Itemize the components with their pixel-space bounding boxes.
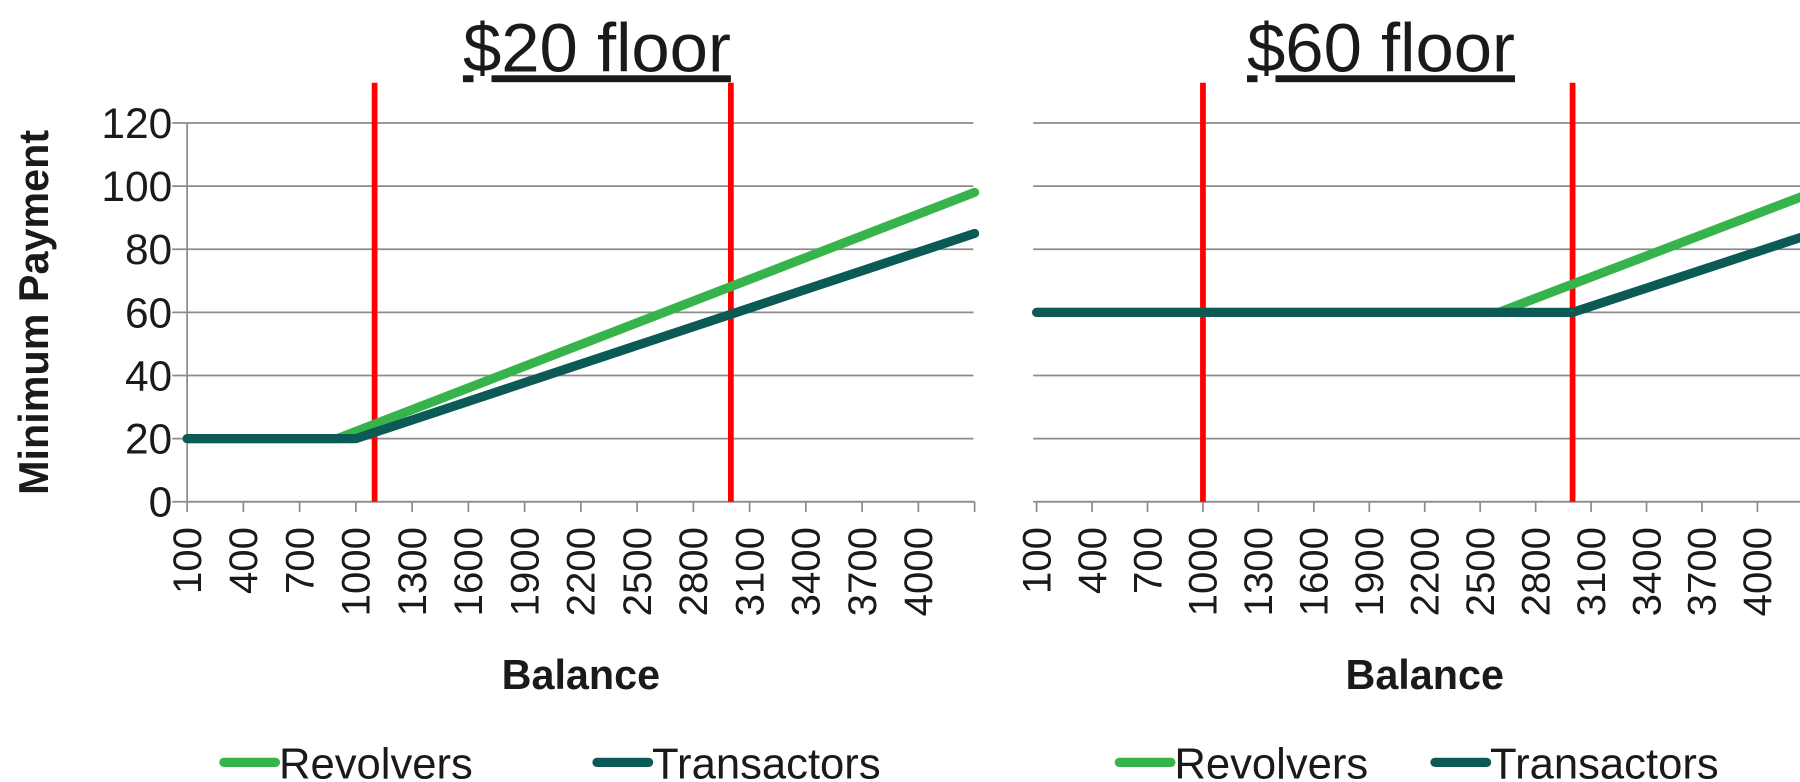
x-tick-label: 400: [1070, 527, 1115, 594]
x-tick-label: 1000: [1181, 527, 1226, 616]
x-tick-label: 4000: [1735, 527, 1780, 616]
y-tick-label: 80: [125, 226, 172, 273]
y-tick-label: 40: [125, 352, 172, 399]
x-tick-label: 2800: [1513, 527, 1558, 616]
x-tick-label: 1600: [446, 527, 491, 616]
x-tick-label: 100: [1014, 527, 1059, 594]
y-tick-label: 120: [101, 100, 172, 147]
legend-label: Revolvers: [279, 740, 473, 782]
x-tick-label: 3100: [727, 527, 772, 616]
series-line: [182, 187, 980, 444]
x-tick-label: 400: [221, 527, 266, 594]
x-tick-label: 3100: [1569, 527, 1614, 616]
legend-label: Transactors: [1490, 740, 1719, 782]
y-tick-label: 0: [149, 479, 173, 526]
x-tick-label: 700: [1125, 527, 1170, 594]
x-tick-label: 2200: [1403, 527, 1448, 616]
x-axis-label: Balance: [502, 652, 660, 698]
y-axis-label: Minimum Payment: [11, 130, 57, 495]
x-tick-label: 3400: [784, 527, 829, 616]
series-line: [1032, 232, 1800, 317]
x-tick-label: 1900: [1347, 527, 1392, 616]
x-tick-label: 4000: [896, 527, 941, 616]
x-tick-label: 3700: [840, 527, 885, 616]
chart-title: $60 floor: [1247, 9, 1515, 86]
x-tick-label: 2500: [615, 527, 660, 616]
x-tick-label: 3400: [1624, 527, 1669, 616]
x-tick-label: 2200: [559, 527, 604, 616]
series-line: [182, 228, 980, 444]
y-tick-label: 20: [125, 416, 172, 463]
x-tick-label: 2800: [671, 527, 716, 616]
series-line: [1032, 192, 1800, 317]
x-axis-label: Balance: [1346, 652, 1504, 698]
x-tick-label: 1000: [334, 527, 379, 616]
legend-label: Transactors: [652, 740, 881, 782]
x-tick-label: 1300: [390, 527, 435, 616]
y-tick-label: 100: [101, 163, 172, 210]
x-tick-label: 100: [165, 527, 210, 594]
x-tick-label: 1600: [1292, 527, 1337, 616]
x-tick-label: 2500: [1458, 527, 1503, 616]
x-tick-label: 1900: [502, 527, 547, 616]
chart-title: $20 floor: [463, 9, 731, 86]
x-tick-label: 3700: [1680, 527, 1725, 616]
x-tick-label: 700: [277, 527, 322, 594]
legend-label: Revolvers: [1174, 740, 1368, 782]
x-tick-label: 1300: [1236, 527, 1281, 616]
y-tick-label: 60: [125, 289, 172, 336]
